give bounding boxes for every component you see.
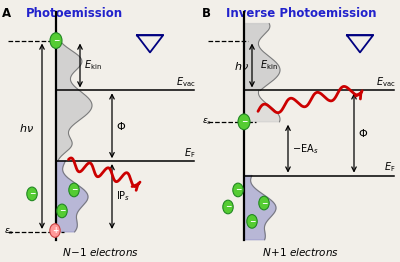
Text: $\epsilon_s$: $\epsilon_s$ bbox=[202, 117, 212, 127]
Circle shape bbox=[238, 114, 250, 130]
Circle shape bbox=[247, 215, 257, 228]
Text: −: − bbox=[241, 117, 247, 126]
Polygon shape bbox=[56, 161, 88, 232]
Text: −: − bbox=[225, 203, 231, 211]
Text: $h\nu$: $h\nu$ bbox=[234, 59, 249, 72]
Text: $E_{\rm F}$: $E_{\rm F}$ bbox=[384, 160, 396, 174]
Text: −: − bbox=[59, 206, 65, 215]
Text: B: B bbox=[202, 7, 211, 20]
Circle shape bbox=[57, 204, 67, 218]
Text: $E_{\rm vac}$: $E_{\rm vac}$ bbox=[376, 75, 396, 89]
Circle shape bbox=[27, 187, 37, 201]
Text: $E_{\rm kin}$: $E_{\rm kin}$ bbox=[260, 59, 278, 72]
Text: IP$_s$: IP$_s$ bbox=[116, 190, 130, 203]
Circle shape bbox=[233, 183, 243, 197]
Polygon shape bbox=[56, 24, 92, 161]
Text: $E_{\rm kin}$: $E_{\rm kin}$ bbox=[84, 59, 102, 72]
Polygon shape bbox=[244, 24, 280, 90]
Text: $\Phi$: $\Phi$ bbox=[358, 127, 368, 139]
Text: −: − bbox=[29, 189, 35, 198]
Polygon shape bbox=[244, 90, 280, 122]
Circle shape bbox=[50, 33, 62, 48]
Circle shape bbox=[69, 183, 79, 197]
Text: $E_{\rm vac}$: $E_{\rm vac}$ bbox=[176, 75, 196, 89]
Circle shape bbox=[50, 224, 60, 237]
Text: Inverse Photoemission: Inverse Photoemission bbox=[226, 7, 376, 20]
Text: $\epsilon_s$: $\epsilon_s$ bbox=[4, 227, 14, 237]
Text: $N\!-\!1$ electrons: $N\!-\!1$ electrons bbox=[62, 246, 138, 258]
Text: Photoemission: Photoemission bbox=[26, 7, 123, 20]
Text: −: − bbox=[235, 185, 241, 194]
Text: −: − bbox=[261, 199, 267, 208]
Text: $E_{\rm F}$: $E_{\rm F}$ bbox=[184, 146, 196, 160]
Polygon shape bbox=[244, 176, 276, 240]
Text: −: − bbox=[53, 36, 59, 45]
Text: −: − bbox=[71, 185, 77, 194]
Text: $\Phi$: $\Phi$ bbox=[116, 120, 126, 132]
Circle shape bbox=[259, 196, 269, 210]
Text: A: A bbox=[2, 7, 11, 20]
Text: $N\!+\!1$ electrons: $N\!+\!1$ electrons bbox=[262, 246, 338, 258]
Text: $-$EA$_s$: $-$EA$_s$ bbox=[292, 142, 318, 156]
Text: −: − bbox=[249, 217, 255, 226]
Text: $h\nu$: $h\nu$ bbox=[19, 122, 34, 134]
Text: +: + bbox=[52, 226, 58, 235]
Circle shape bbox=[223, 200, 233, 214]
